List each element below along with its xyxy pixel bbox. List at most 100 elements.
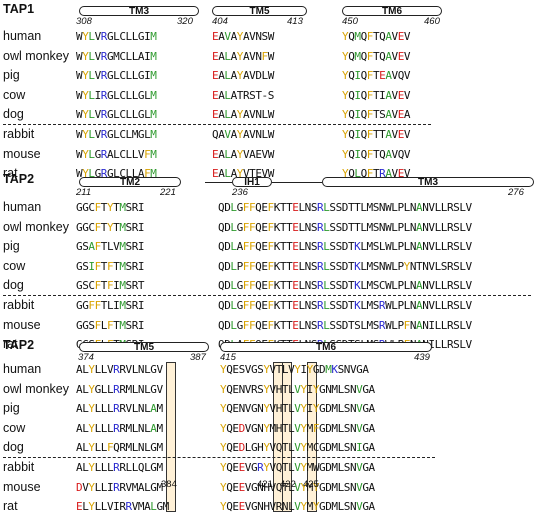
panel2-label: TAP2 (3, 172, 35, 186)
p2-tm3-row-1: QDLGFFQEFKTTELNSRLSSDTTLMSNWLPLNANVLLRSL… (218, 220, 472, 234)
p2-tm2-row-4: GSCFTFIMSRT (76, 279, 145, 293)
p2-tm3-row-4: QDLGFFQEFKTTELNSRLSSDTKLMSCWLPLNANVLLRSL… (218, 279, 472, 293)
p1-species-6: mouse (3, 146, 41, 161)
p1-tm6-row-7: YQLQFTRAVEV (342, 167, 411, 181)
p3-tm5-row-5: ALYLLLRRLLQLGM (76, 460, 163, 474)
p1-tm3-box: TM3 (79, 6, 199, 17)
p3-tm5-row-1: ALYGLLRRMLNLGV (76, 382, 163, 396)
p2-tm2-row-0: GGCFTYTMSRI (76, 201, 145, 214)
p3-species-7: rat (3, 499, 18, 514)
p1-tm5-row-7: EALAYVTEVW (212, 167, 274, 181)
p1-tm5-row-6: EALAYVAEVW (212, 147, 274, 161)
p3-species-6: mouse (3, 479, 41, 494)
p1-tm5-row-0: EAVAYAVNSW (212, 30, 274, 43)
p2-loop-line-mid (272, 182, 322, 183)
p3-tm5-end: 387 (190, 352, 206, 363)
p2-tm3-row-5: QDLGFFQEFKTTELNSRLSSDTKLMSRWLPLNANVLLRSL… (218, 298, 472, 312)
p3-tm6-row-2: YQENVGNYVHTLVYIYGDMLSNVGA (220, 402, 375, 416)
p2-species-0: human (3, 200, 42, 214)
residue-label-425: 425 (303, 479, 319, 490)
p1-tm3-end: 320 (177, 16, 193, 27)
p1-tm5-row-3: EALATRST-S (212, 88, 274, 102)
p1-tm3-row-7: WYLGRGLCLLAFM (76, 167, 157, 181)
p1-tm6-row-5: YQIQFTTAVEV (342, 127, 411, 141)
residue-label-384: 384 (161, 479, 177, 490)
p3-tm6-end: 439 (414, 352, 430, 363)
p3-tm6-row-3: YQEDVGNYMHTLVYMFGDMLSNVGA (220, 421, 375, 435)
p1-species-1: owl monkey (3, 48, 69, 63)
p1-tm6-row-6: YQIQFTQAVQV (342, 147, 411, 161)
p2-species-7: rat (3, 337, 18, 352)
p3-tm5-row-3: ALYLLLRRMLNLAM (76, 421, 163, 435)
p3-species-2: pig (3, 401, 20, 416)
p3-species-col: human owl monkey pig cow dog rabbit mouse rat (3, 360, 69, 517)
p3-species-1: owl monkey (3, 381, 69, 396)
p2-tm2-row-2: GSAFTLVMSRI (76, 240, 145, 254)
p2-tm2-row-3: GSIFTFTMSRI (76, 259, 145, 273)
p1-tm6-row-4: YQIQFTSAVEA (342, 108, 411, 122)
residue-label-422: 422 (280, 479, 296, 490)
p2-tm3-row-3: QDLPFFQEFKTTELNSRLSSDTKLMSNWLPYNTNVLSRSL… (218, 259, 472, 273)
p3-species-4: dog (3, 440, 24, 455)
p3-tm5-row-0: ALYLLVRRVLNLGV (76, 363, 163, 376)
p1-tm6-end: 460 (424, 16, 440, 27)
p2-tm3-row-0: QDLGFFQEFKTTELNSRLSSDTTLMSNWLPLNANVLLRSL… (218, 201, 472, 214)
p3-tm6-row-6: YQEEVGNHVQTLVYMYGDMLSNVGA (220, 480, 375, 494)
p1-tm3-row-5: WYLVRGLCLMGLM (76, 127, 157, 141)
p1-tm5-end: 413 (287, 16, 303, 27)
p3-tm5-box: TM5 (79, 342, 209, 353)
p3-species-5: rabbit (3, 459, 35, 474)
p2-tm3-seqs: QDLGFFQEFKTTELNSRLSSDTTLMSNWLPLNANVLLRSL… (218, 198, 472, 355)
p3-tm5-start: 374 (78, 352, 94, 363)
p3-tm5-row-2: ALYLLLRRVLNLAM (76, 402, 163, 416)
p1-tm5-row-4: EALAYAVNLW (212, 108, 274, 122)
p1-tm6-row-3: YQIQFTIAVEV (342, 88, 411, 102)
p2-tm2-end: 221 (160, 187, 176, 198)
p2-ih1-start: 236 (232, 187, 248, 198)
p2-loop-line-left (205, 182, 232, 183)
p3-tm6-box: TM6 (220, 342, 432, 353)
p3-species-3: cow (3, 420, 26, 435)
p1-tm6-box: TM6 (342, 6, 442, 17)
p2-species-4: dog (3, 278, 24, 293)
p3-tm6-row-7: YQEEVGNHVRNLVYMYGDMLSNVGA (220, 500, 375, 514)
p2-species-col: human owl monkey pig cow dog rabbit mouse rat (3, 198, 69, 355)
p2-tm2-start: 211 (76, 187, 92, 198)
p3-tm6-row-5: YQEEVGRYVQTLVYMWGDMLSNVGA (220, 460, 375, 474)
p2-tm3-row-2: QDLAFFQEFKTTELNSRLSSDTKLMSLWLPLNANVLLRSL… (218, 240, 472, 254)
p3-tm6-row-4: YQEDLGHYVQTLVYMCGDMLSNIGA (220, 441, 375, 455)
p1-tm6-seqs: YQMQFTQAVEV YQMQFTQAVEV YQIQFTEAVQV YQIQFTI… (342, 27, 411, 184)
p1-tm3-row-6: WYLGRALCLLVFM (76, 147, 157, 161)
p1-species-3: cow (3, 87, 26, 102)
p1-tm3-row-4: WYLVRGLCLLGLM (76, 108, 157, 122)
p2-tm3-box: TM3 (322, 177, 534, 188)
p3-tm6-row-0: YQESVGSYVTLVYIYGDMKSNVGA (220, 363, 369, 376)
p1-tm6-start: 450 (342, 16, 358, 27)
p2-divider (3, 295, 531, 296)
p1-tm5-row-1: EALAYAVNFW (212, 49, 274, 63)
p2-ih1-box: IH1 (232, 177, 272, 188)
p2-tm2-row-5: GGFFTLIMSRI (76, 298, 145, 312)
p1-tm5-box: TM5 (212, 6, 307, 17)
p1-tm3-seqs: WYLVRGLCLLGIM WYLVRGMCLLAIM WYLVRGLCLLGIM W… (76, 27, 157, 184)
p3-tm6-seqs: YQESVGSYVTLVYIYGDMKSNVGA YQENVRSYVHTLVYIY… (220, 360, 375, 517)
p2-tm3-end: 276 (508, 187, 524, 198)
p1-tm3-row-2: WYLVRGLCLLGIM (76, 69, 157, 83)
p1-tm5-seqs: EAVAYAVNSW EALAYAVNFW EALAYAVDLW EALATRST-S… (212, 27, 274, 184)
p2-tm2-row-1: GGCFTYTMSRI (76, 220, 145, 234)
p1-species-col: human owl monkey pig cow dog rabbit mouse rat (3, 27, 69, 184)
p3-tm6-start: 415 (220, 352, 236, 363)
p1-tm6-row-2: YQIQFTEAVQV (342, 69, 411, 83)
p2-species-5: rabbit (3, 297, 35, 312)
p1-species-5: rabbit (3, 126, 35, 141)
p1-tm3-row-1: WYLVRGMCLLAIM (76, 49, 157, 63)
p3-species-0: human (3, 362, 42, 376)
p3-tm6-row-1: YQENVRSYVHTLVYIYGNMLSNVGA (220, 382, 375, 396)
p2-tm3-row-6: QDLGFFQEFKTTELNSRLSSDTSLMSRWLPFNANILLRSL… (218, 318, 472, 332)
p1-tm3-row-3: WYLIRGLCLLGLM (76, 88, 157, 102)
p1-tm5-row-5: QAVAYAVNLW (212, 127, 274, 141)
p1-tm3-start: 308 (76, 16, 92, 27)
p3-divider (3, 457, 435, 458)
panel3-label: TAP2 (3, 338, 35, 352)
p1-species-4: dog (3, 107, 24, 122)
